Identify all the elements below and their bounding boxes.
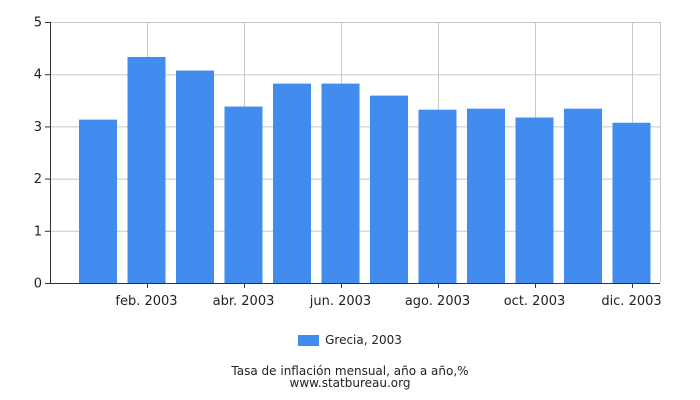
y-tick-label: 3	[34, 120, 42, 135]
bar	[321, 83, 360, 283]
legend-label: Grecia, 2003	[325, 333, 402, 347]
y-tick-label: 0	[34, 277, 42, 292]
y-tick-label: 2	[34, 172, 42, 187]
bar	[127, 56, 166, 283]
x-tick-label: feb. 2003	[115, 294, 177, 309]
bar	[418, 109, 457, 283]
bar	[564, 108, 602, 283]
bar	[273, 83, 311, 283]
bar	[79, 119, 117, 283]
bar	[370, 95, 408, 284]
chart-legend: Grecia, 2003	[0, 333, 700, 347]
legend-swatch	[298, 334, 320, 346]
source-url: www.statbureau.org	[289, 376, 411, 390]
bar	[612, 122, 651, 283]
x-tick-label: abr. 2003	[213, 294, 275, 309]
bar	[467, 108, 505, 283]
y-tick-label: 1	[34, 224, 42, 239]
x-tick-label: oct. 2003	[504, 294, 566, 309]
x-tick-label: dic. 2003	[601, 294, 661, 309]
chart-caption: Tasa de inflación mensual, año a año,%	[231, 364, 469, 378]
bars-layer	[79, 56, 651, 284]
labels-layer: 0 1 2 3 4 5 feb. 2003 abr. 2003 jun. 2003 ago. 20…	[34, 16, 662, 310]
bar	[176, 70, 214, 284]
axes-layer	[45, 22, 660, 288]
x-tick-label: ago. 2003	[405, 294, 470, 309]
y-tick-label: 5	[34, 16, 42, 31]
x-tick-label: jun. 2003	[309, 294, 371, 309]
bar	[515, 117, 554, 283]
bar	[224, 106, 263, 284]
y-tick-label: 4	[34, 68, 42, 83]
